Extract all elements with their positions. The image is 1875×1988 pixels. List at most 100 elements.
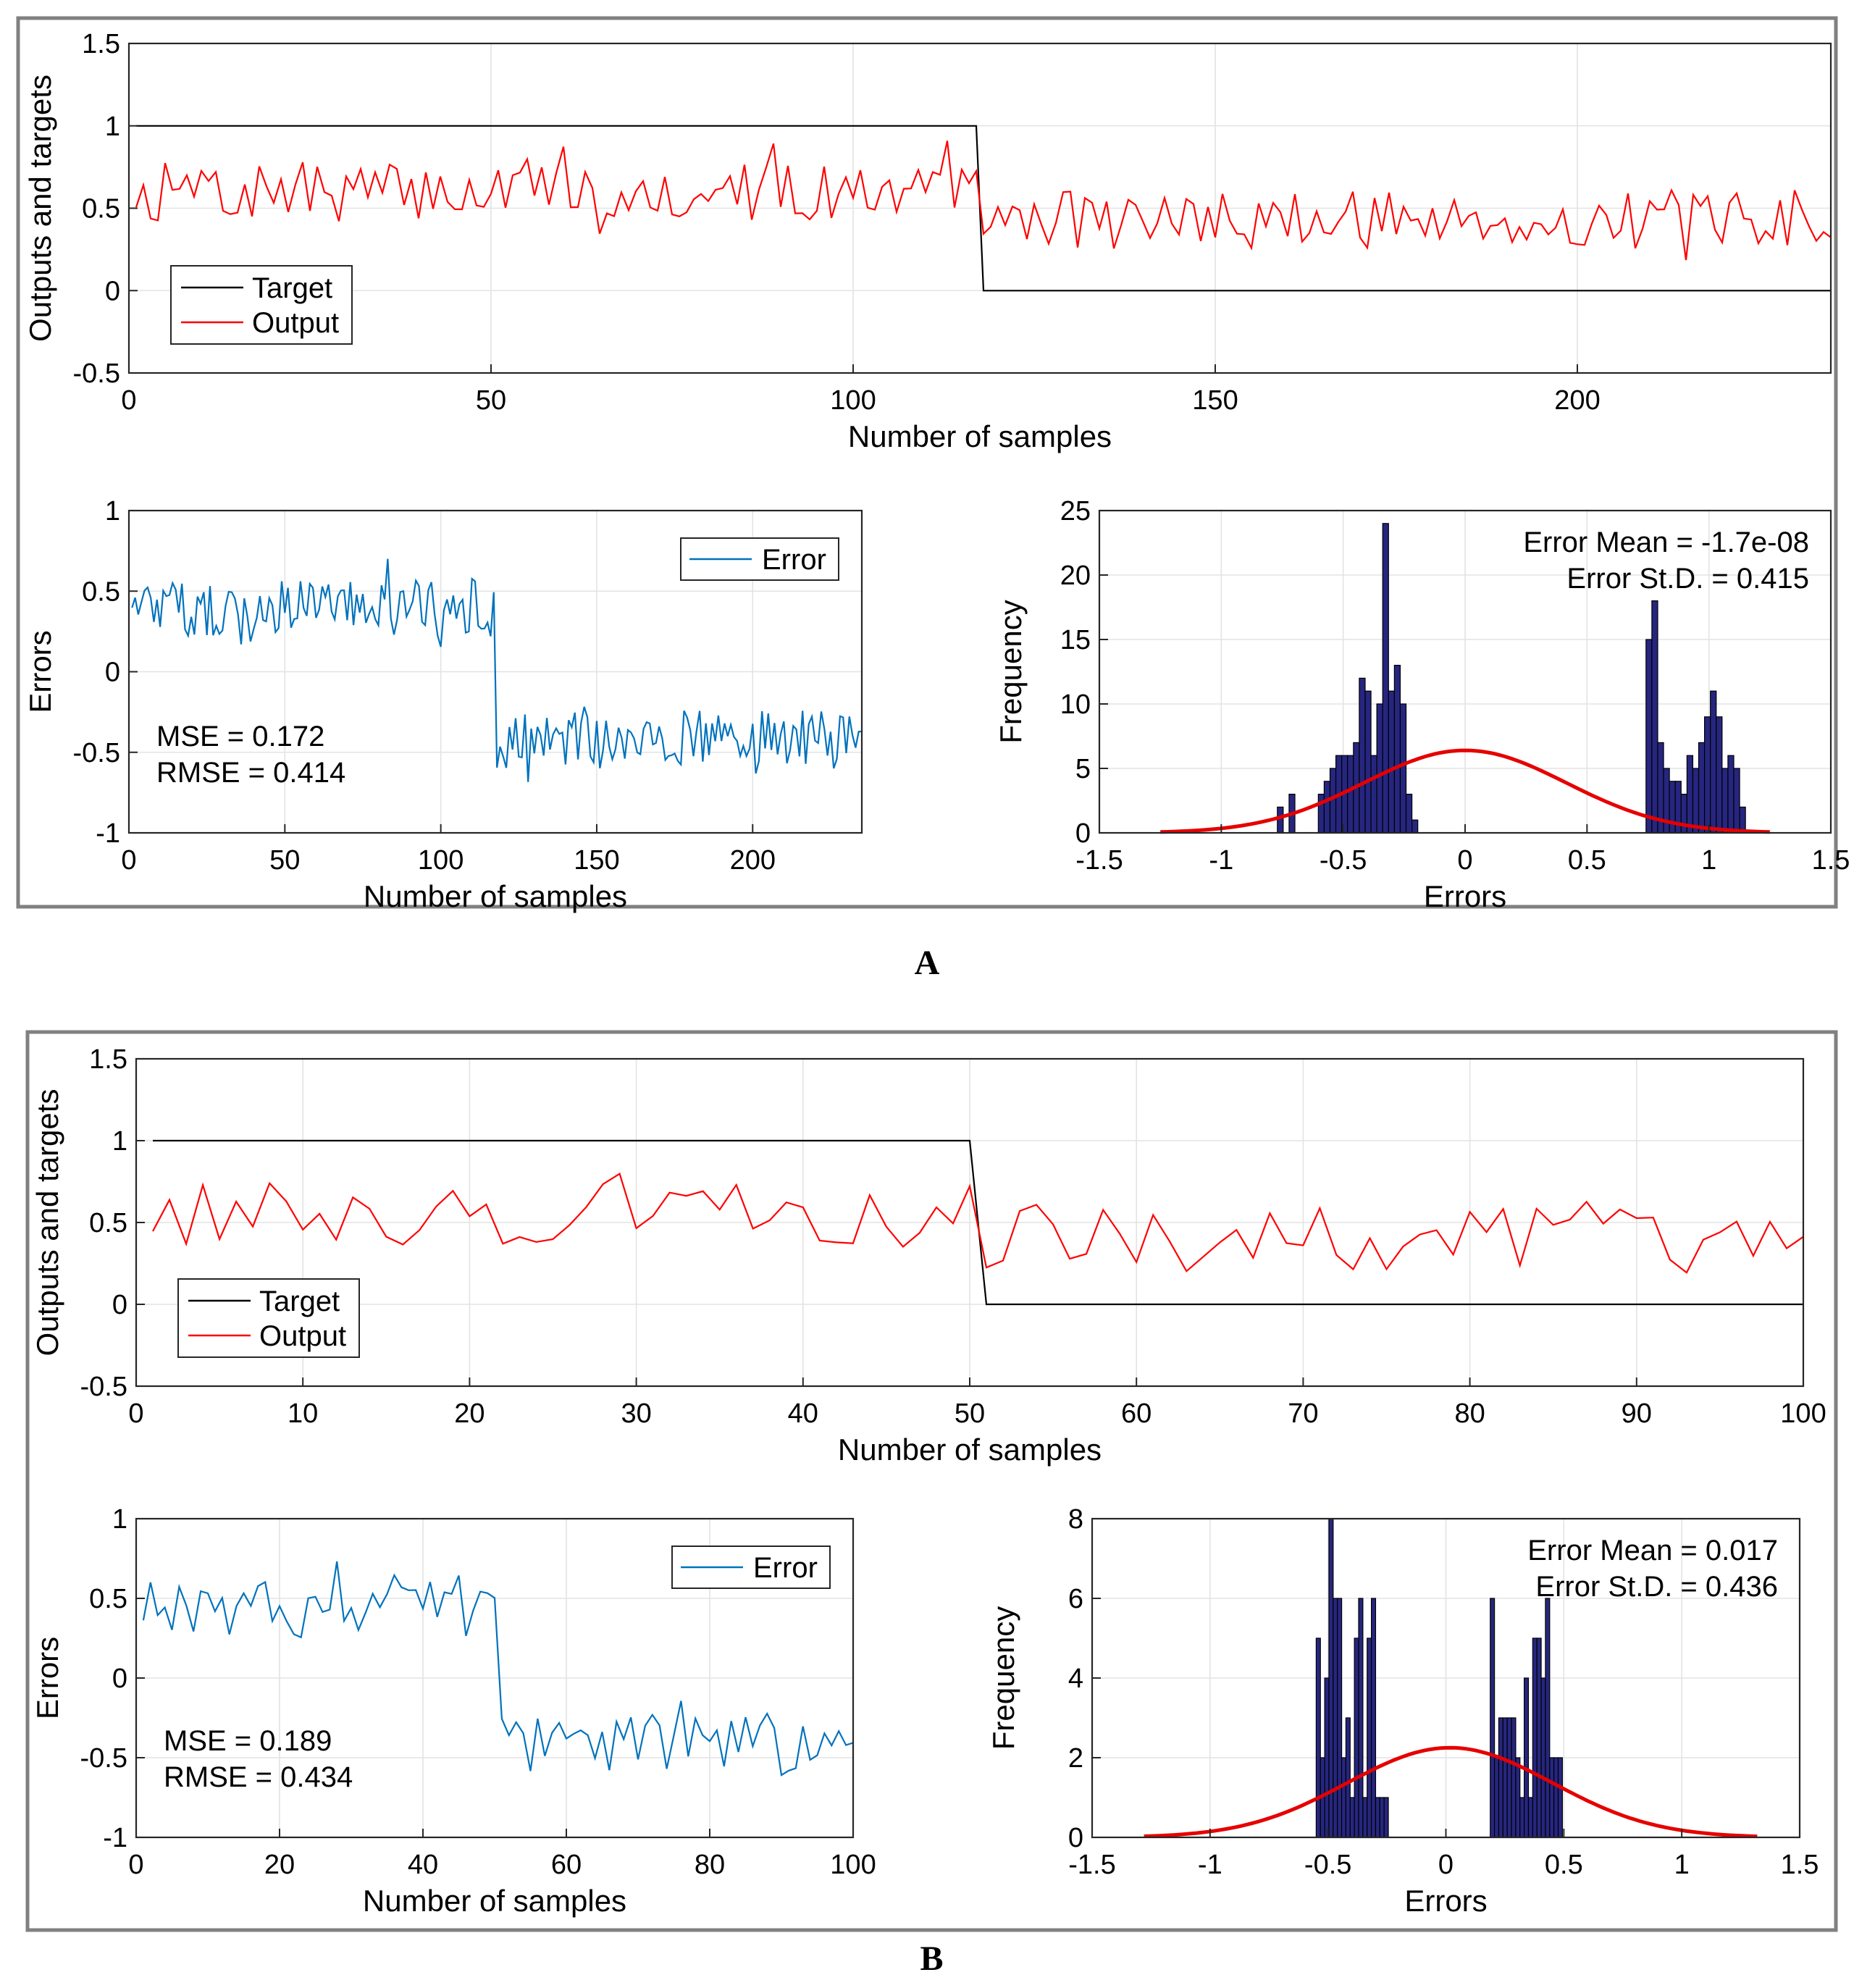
errors-y-tick-label: 0 xyxy=(112,1664,127,1694)
histogram-bar xyxy=(1382,523,1389,834)
outputs-legend xyxy=(170,265,353,345)
legend-target-label: Target xyxy=(259,1286,340,1317)
histogram-bar xyxy=(1333,1598,1338,1838)
histogram-bar xyxy=(1337,1598,1343,1838)
histogram-bar xyxy=(1645,639,1653,834)
histogram-bar xyxy=(1329,768,1337,834)
errors-x-tick-label: 0 xyxy=(121,845,136,876)
legend-target-label: Target xyxy=(252,272,332,304)
histogram-x-tick-label: 1.5 xyxy=(1812,845,1850,876)
errors-chart: 0 50 100 150 200 -1 -0.5 0 0.5 1 Number of samples… xyxy=(23,496,863,913)
outputs-x-tick-label: 90 xyxy=(1622,1398,1652,1429)
target-series-line xyxy=(153,1139,1803,1306)
histogram-bar xyxy=(1345,1717,1351,1838)
histogram-y-tick-label: 15 xyxy=(1060,625,1091,655)
histogram-y-tick-label: 2 xyxy=(1068,1743,1083,1774)
histogram-y-tick-label: 25 xyxy=(1060,496,1091,527)
legend-output-label: Output xyxy=(259,1320,346,1352)
errors-x-tick-label: 0 xyxy=(128,1850,143,1880)
outputs-y-tick-label: 1 xyxy=(112,1126,127,1157)
histogram-bar xyxy=(1540,1677,1546,1838)
histogram-y-tick-label: 6 xyxy=(1068,1584,1083,1614)
errors-y-axis-label: Errors xyxy=(30,1637,64,1719)
histogram-bar xyxy=(1379,1797,1385,1838)
histogram-x-tick-label: -0.5 xyxy=(1304,1850,1351,1880)
histogram-bar xyxy=(1388,690,1395,834)
outputs-x-tick-label: 80 xyxy=(1454,1398,1485,1429)
histogram-bar xyxy=(1651,600,1658,834)
histogram-bar xyxy=(1721,768,1729,834)
histogram-bar xyxy=(1315,1637,1321,1838)
mse-label: MSE = 0.189 xyxy=(164,1725,332,1757)
histogram-bar xyxy=(1367,1637,1372,1838)
outputs-y-tick-label: -0.5 xyxy=(73,358,120,389)
histogram-bar xyxy=(1519,1797,1525,1838)
histogram-x-tick-label: 1 xyxy=(1674,1850,1690,1880)
outputs-chart: 0 10 20 30 40 50 60 70 80 90 100-0.500.511.5Number… xyxy=(30,1044,1826,1467)
normal-fit-curve xyxy=(1144,1745,1758,1839)
histogram-bar xyxy=(1277,806,1284,834)
outputs-x-tick-label: 100 xyxy=(1780,1398,1826,1429)
histogram-x-tick-label: 0 xyxy=(1438,1850,1454,1880)
histogram-bar xyxy=(1354,1637,1359,1838)
outputs-x-axis-label: Number of samples xyxy=(848,419,1112,453)
outputs-x-tick-label: 10 xyxy=(288,1398,318,1429)
histogram-bar xyxy=(1370,1598,1377,1838)
histogram-bar xyxy=(1716,716,1723,834)
histogram-chart: -1.5 -1 -0.5 0 0.5 1 1.5 0 5 10 15 20 25 Errors Freque… xyxy=(994,496,1850,913)
errors-x-tick-label: 200 xyxy=(730,845,776,876)
histogram-bar xyxy=(1686,755,1694,834)
outputs-x-tick-label: 30 xyxy=(621,1398,651,1429)
histogram-y-tick-label: 0 xyxy=(1068,1823,1083,1853)
histogram-x-axis-label: Errors xyxy=(1404,1884,1487,1918)
errors-x-axis-label: Number of samples xyxy=(364,879,627,913)
histogram-x-tick-label: -1 xyxy=(1209,845,1233,876)
histogram-bar xyxy=(1704,716,1711,834)
output-series-line xyxy=(135,140,1832,261)
error-series-line xyxy=(131,558,863,782)
outputs-x-axis-label: Number of samples xyxy=(838,1433,1102,1467)
errors-y-tick-label: -0.5 xyxy=(73,738,120,768)
error-mean-label: Error Mean = 0.017 xyxy=(1527,1535,1778,1567)
histogram-bar xyxy=(1553,1757,1559,1838)
outputs-x-tick-label: 150 xyxy=(1192,385,1238,416)
errors-y-tick-label: 1 xyxy=(112,1504,127,1535)
histogram-bar xyxy=(1498,1717,1503,1838)
errors-chart: 0 20 40 60 80 100 -1 -0.5 0 0.5 1 Number of samples… xyxy=(30,1504,876,1918)
normal-fit-curve xyxy=(1160,748,1770,834)
legend-error-label: Error xyxy=(753,1552,818,1584)
histogram-y-tick-label: 0 xyxy=(1075,818,1091,849)
histogram-bar xyxy=(1376,703,1383,834)
histogram-x-tick-label: 0.5 xyxy=(1545,1850,1583,1880)
histogram-bar xyxy=(1349,1797,1355,1838)
histogram-bar xyxy=(1527,1797,1533,1838)
panel-b: 0 10 20 30 40 50 60 70 80 90 100-0.500.511.5Number… xyxy=(25,1030,1838,1978)
histogram-bar xyxy=(1375,1797,1380,1838)
output-series-line xyxy=(152,1173,1804,1274)
outputs-x-tick-label: 50 xyxy=(476,385,506,416)
errors-y-tick-label: 0.5 xyxy=(89,1584,127,1614)
histogram-chart: -1.5 -1 -0.5 0 0.5 1 1.5 0 2 4 6 8 Errors Frequency Er… xyxy=(986,1504,1819,1918)
histogram-y-tick-label: 4 xyxy=(1068,1664,1083,1694)
errors-y-tick-label: -0.5 xyxy=(80,1743,127,1774)
error-std-label: Error St.D. = 0.415 xyxy=(1566,563,1809,595)
rmse-label: RMSE = 0.414 xyxy=(156,757,345,789)
histogram-bar xyxy=(1324,1677,1330,1838)
histogram-bar xyxy=(1532,1637,1538,1838)
outputs-x-tick-label: 200 xyxy=(1554,385,1600,416)
legend-error-label: Error xyxy=(762,544,826,576)
outputs-x-tick-label: 0 xyxy=(128,1398,143,1429)
outputs-y-tick-label: 1 xyxy=(105,112,120,142)
rmse-label: RMSE = 0.434 xyxy=(164,1761,353,1793)
histogram-x-tick-label: -1.5 xyxy=(1068,1850,1115,1880)
histogram-bar xyxy=(1370,755,1377,834)
errors-x-tick-label: 50 xyxy=(269,845,300,876)
histogram-x-tick-label: -0.5 xyxy=(1320,845,1367,876)
histogram-bar xyxy=(1364,690,1372,834)
outputs-x-tick-label: 40 xyxy=(788,1398,818,1429)
histogram-x-tick-label: -1.5 xyxy=(1075,845,1123,876)
errors-x-axis-label: Number of samples xyxy=(363,1884,626,1918)
